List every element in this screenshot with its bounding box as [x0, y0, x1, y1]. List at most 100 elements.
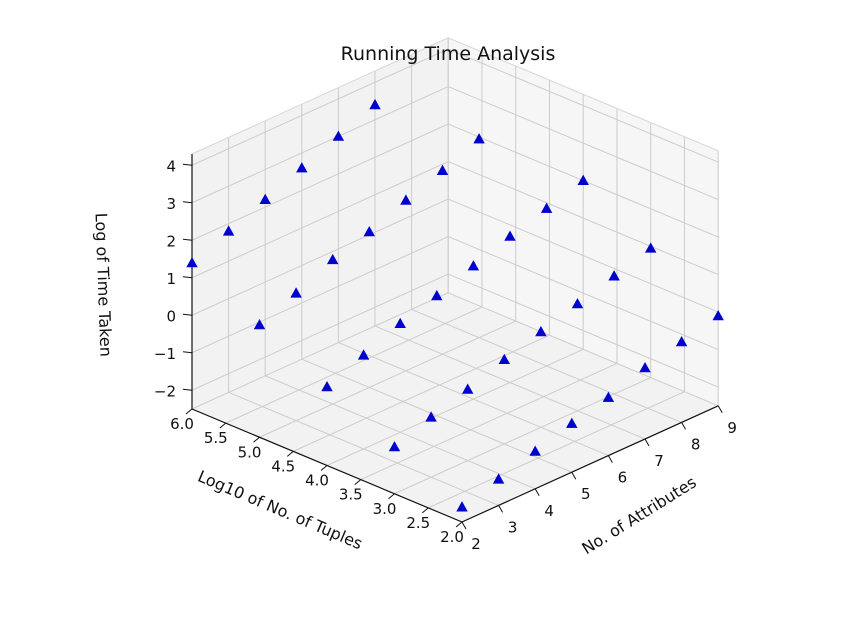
y-tick-label: 4.0	[305, 472, 329, 490]
data-point	[498, 353, 511, 365]
data-point	[259, 193, 271, 204]
y-tick-label: 3.5	[339, 486, 363, 504]
data-point	[388, 441, 401, 452]
grid-line	[448, 236, 719, 351]
x-tick-label: 6	[618, 469, 628, 487]
data-points	[186, 98, 724, 512]
pane-edge	[191, 37, 449, 155]
z-tick-mark	[182, 163, 193, 166]
grid-line	[448, 273, 719, 388]
data-point	[290, 287, 302, 298]
y-axis-label: Log10 of No. of Tuples	[195, 467, 365, 554]
z-tick-mark	[182, 276, 193, 279]
y-tick-mark	[354, 479, 362, 486]
grid-line	[448, 161, 719, 276]
data-point	[602, 391, 615, 402]
grid-line	[191, 236, 449, 354]
grid-line	[225, 306, 483, 424]
x-tick-mark	[681, 422, 687, 430]
grid-line	[448, 48, 719, 163]
data-point	[644, 242, 657, 253]
z-tick-label: 0	[166, 307, 176, 325]
x-axis-line	[461, 405, 719, 523]
data-point	[332, 130, 345, 141]
y-tick-mark	[421, 507, 429, 514]
data-point	[461, 383, 474, 394]
z-axis-label: Log of Time Taken	[91, 213, 115, 358]
data-point	[571, 298, 584, 309]
z-tick-mark	[182, 388, 193, 391]
data-point	[357, 349, 370, 360]
data-point	[369, 98, 381, 110]
grid-line	[428, 391, 685, 509]
data-point	[639, 361, 651, 373]
data-point	[326, 253, 339, 265]
grid-line	[360, 362, 618, 481]
data-point	[608, 270, 620, 281]
x-tick-label: 2	[471, 535, 481, 553]
data-point	[436, 164, 449, 175]
z-tick-mark	[182, 201, 193, 204]
y-tick-mark	[388, 493, 395, 500]
grid-line	[259, 320, 516, 438]
data-point	[431, 289, 443, 301]
grid-line	[191, 123, 449, 241]
z-tick-mark	[182, 313, 193, 316]
grid-line	[326, 348, 584, 466]
chart-title: Running Time Analysis	[341, 43, 556, 65]
z-tick-label: 3	[166, 195, 176, 213]
grid-line	[191, 161, 449, 279]
grid-line	[191, 86, 449, 204]
y-tick-mark	[253, 436, 260, 443]
grid-line	[191, 198, 449, 316]
data-point	[675, 335, 688, 347]
data-point	[394, 317, 406, 329]
z-tick-label: −1	[154, 345, 176, 363]
data-point	[222, 225, 235, 236]
x-axis-label: No. of Attributes	[578, 473, 699, 559]
x-tick-mark	[607, 455, 613, 463]
z-tick-label: 4	[166, 157, 176, 175]
grid-line	[191, 273, 449, 391]
x-tick-mark	[534, 488, 540, 497]
data-point	[425, 411, 437, 422]
data-point	[566, 417, 578, 428]
data-point	[712, 309, 724, 321]
grid-line	[448, 198, 719, 313]
data-point	[492, 473, 505, 484]
data-point	[473, 133, 485, 144]
data-point	[529, 445, 541, 456]
z-tick-label: 2	[166, 232, 176, 250]
data-point	[504, 230, 516, 241]
y-tick-label: 4.5	[271, 457, 295, 475]
axis-lines	[182, 37, 723, 530]
y-tick-label: 2.5	[406, 514, 430, 532]
data-point	[535, 325, 547, 337]
y-tick-mark	[286, 450, 294, 457]
y-tick-label: 5.5	[204, 429, 228, 447]
y-tick-label: 6.0	[170, 415, 194, 433]
z-tick-label: 1	[166, 270, 176, 288]
grid-line	[293, 334, 550, 452]
z-tick-mark	[182, 351, 193, 354]
x-tick-label: 5	[581, 485, 591, 503]
data-point	[540, 202, 553, 213]
data-point	[400, 194, 412, 205]
grid-line	[191, 292, 449, 410]
y-tick-mark	[320, 465, 328, 471]
x-tick-mark	[461, 521, 467, 530]
y-tick-label: 2.0	[440, 528, 464, 546]
tick-labels: 2 3 4 5 6 7 8 9 2.0 2.5 3.0 3.5 4.0 4.5 5.0 5.5 6.0 −2 −1 0…	[154, 157, 737, 553]
data-point	[186, 256, 198, 268]
data-point	[253, 318, 266, 330]
data-point	[296, 162, 308, 173]
z-tick-label: −2	[154, 382, 176, 400]
x-tick-mark	[644, 438, 650, 447]
x-tick-mark	[498, 505, 504, 513]
y-tick-mark	[185, 408, 193, 415]
x-tick-mark	[571, 471, 577, 480]
y-tick-label: 3.0	[373, 500, 397, 518]
z-tick-mark	[182, 238, 193, 241]
y-tick-mark	[219, 422, 227, 429]
